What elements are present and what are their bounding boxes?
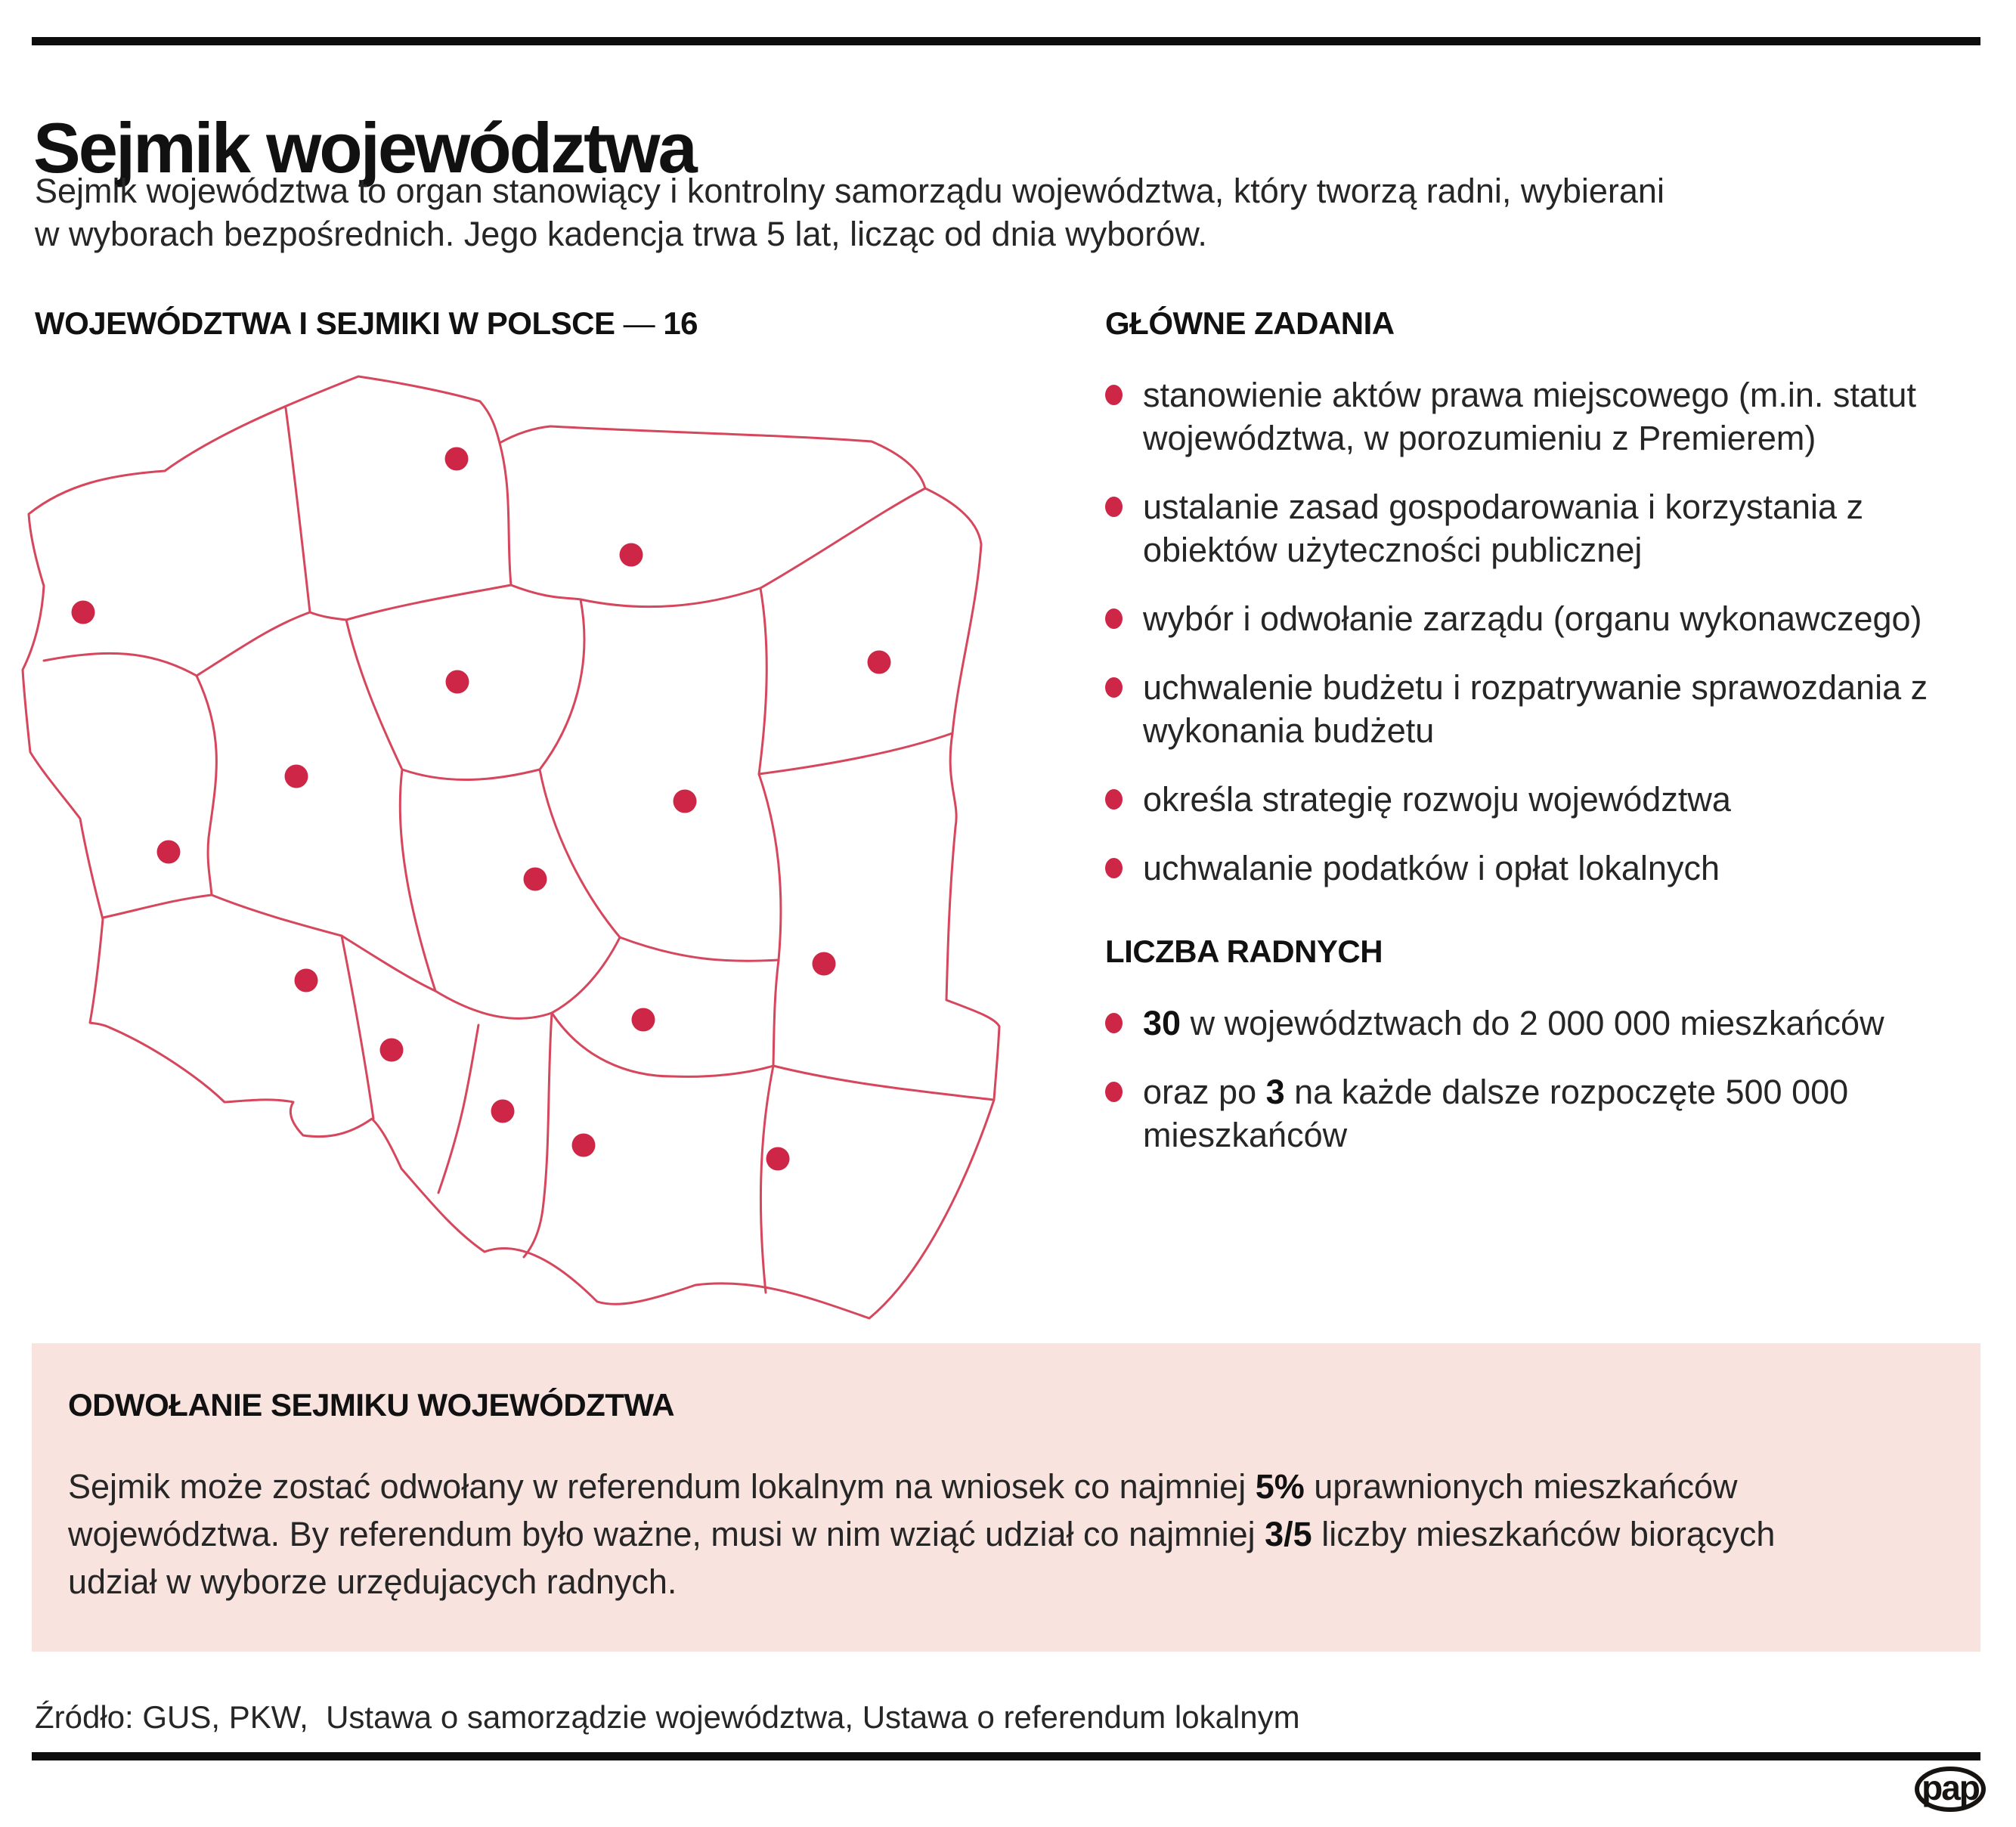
sejmik-dot — [673, 789, 697, 813]
bullet-dot-icon — [1105, 608, 1123, 629]
intro-line-2: w wyborach bezpośrednich. Jego kadencja … — [35, 215, 1207, 253]
list-item-text: oraz po 3 na każde dalsze rozpoczęte 500… — [1143, 1073, 1849, 1154]
intro-line-1: Sejmik województwa to organ stanowiący i… — [35, 172, 1665, 210]
sejmik-dot — [445, 670, 469, 694]
list-item-text: wybór i odwołanie zarządu (organu wykona… — [1143, 599, 1922, 638]
councillors-heading: LICZBA RADNYCH — [1105, 934, 1383, 969]
list-item: stanowienie aktów prawa miejscowego (m.i… — [1105, 373, 1959, 460]
list-item-text: uchwalanie podatków i opłat lokalnych — [1143, 849, 1720, 887]
sejmik-dot — [766, 1147, 790, 1171]
sejmik-dot — [71, 600, 95, 624]
bullet-dot-icon — [1105, 1013, 1123, 1033]
sejmik-dot — [491, 1099, 515, 1123]
map-heading-count: 16 — [663, 305, 698, 341]
sejmik-dot — [294, 968, 318, 992]
map-section-heading: WOJEWÓDZTWA I SEJMIKI W POLSCE — 16 — [35, 305, 698, 342]
sejmik-dots — [71, 447, 891, 1171]
sejmik-dot — [631, 1008, 655, 1032]
sejmik-dot — [867, 650, 891, 674]
sejmik-dot — [284, 764, 308, 788]
poland-outline — [21, 375, 1001, 1320]
sejmik-dot — [812, 952, 836, 976]
list-item: ustalanie zasad gospodarowania i korzyst… — [1105, 485, 1959, 571]
bullet-dot-icon — [1105, 677, 1123, 698]
recall-text: Sejmik może zostać odwołany w referendum… — [68, 1467, 1776, 1601]
bullet-dot-icon — [1105, 789, 1123, 810]
bullet-dot-icon — [1105, 1082, 1123, 1102]
top-rule — [32, 37, 1980, 45]
list-item-text: 30 w województwach do 2 000 000 mieszkań… — [1143, 1004, 1884, 1042]
sejmik-dot — [379, 1038, 404, 1062]
map-heading-dash: — — [623, 305, 655, 341]
page-title: Sejmik województwa — [33, 107, 698, 187]
pap-logo-text: pap — [1922, 1768, 1980, 1807]
list-item-text: uchwalenie budżetu i rozpatrywanie spraw… — [1143, 668, 1928, 750]
pap-logo: pap — [1915, 1767, 1986, 1812]
sejmik-dot — [523, 867, 547, 891]
list-item-text: stanowienie aktów prawa miejscowego (m.i… — [1143, 376, 1916, 457]
list-item: określa strategię rozwoju województwa — [1105, 778, 1959, 821]
sejmik-dot — [156, 840, 181, 864]
list-item: uchwalenie budżetu i rozpatrywanie spraw… — [1105, 666, 1959, 752]
list-item: 30 w województwach do 2 000 000 mieszkań… — [1105, 1002, 1959, 1045]
tasks-heading: GŁÓWNE ZADANIA — [1105, 305, 1395, 341]
councillors-list: 30 w województwach do 2 000 000 mieszkań… — [1105, 1002, 1983, 1157]
voivodeship-borders — [42, 407, 996, 1294]
bottom-rule — [32, 1752, 1980, 1760]
list-item-text: określa strategię rozwoju województwa — [1143, 780, 1731, 819]
list-item-text: ustalanie zasad gospodarowania i korzyst… — [1143, 488, 1864, 569]
bullet-dot-icon — [1105, 497, 1123, 517]
source-note: Źródło: GUS, PKW, Ustawa o samorządzie w… — [35, 1699, 1300, 1735]
bullet-dot-icon — [1105, 858, 1123, 878]
right-column: GŁÓWNE ZADANIA stanowienie aktów prawa m… — [1105, 305, 1983, 1182]
sejmik-dot — [571, 1133, 596, 1157]
intro-text: Sejmik województwa to organ stanowiący i… — [35, 169, 1985, 255]
recall-heading: ODWOŁANIE SEJMIKU WOJEWÓDZTWA — [68, 1387, 675, 1423]
sejmik-dot — [619, 543, 643, 567]
tasks-list: stanowienie aktów prawa miejscowego (m.i… — [1105, 373, 1983, 890]
bullet-dot-icon — [1105, 385, 1123, 405]
list-item: uchwalanie podatków i opłat lokalnych — [1105, 847, 1959, 890]
poland-map — [21, 361, 1004, 1333]
list-item: oraz po 3 na każde dalsze rozpoczęte 500… — [1105, 1070, 1959, 1157]
recall-panel: ODWOŁANIE SEJMIKU WOJEWÓDZTWA Sejmik moż… — [32, 1343, 1980, 1652]
map-heading-text: WOJEWÓDZTWA I SEJMIKI W POLSCE — [35, 305, 615, 341]
list-item: wybór i odwołanie zarządu (organu wykona… — [1105, 597, 1959, 640]
sejmik-dot — [444, 447, 469, 471]
